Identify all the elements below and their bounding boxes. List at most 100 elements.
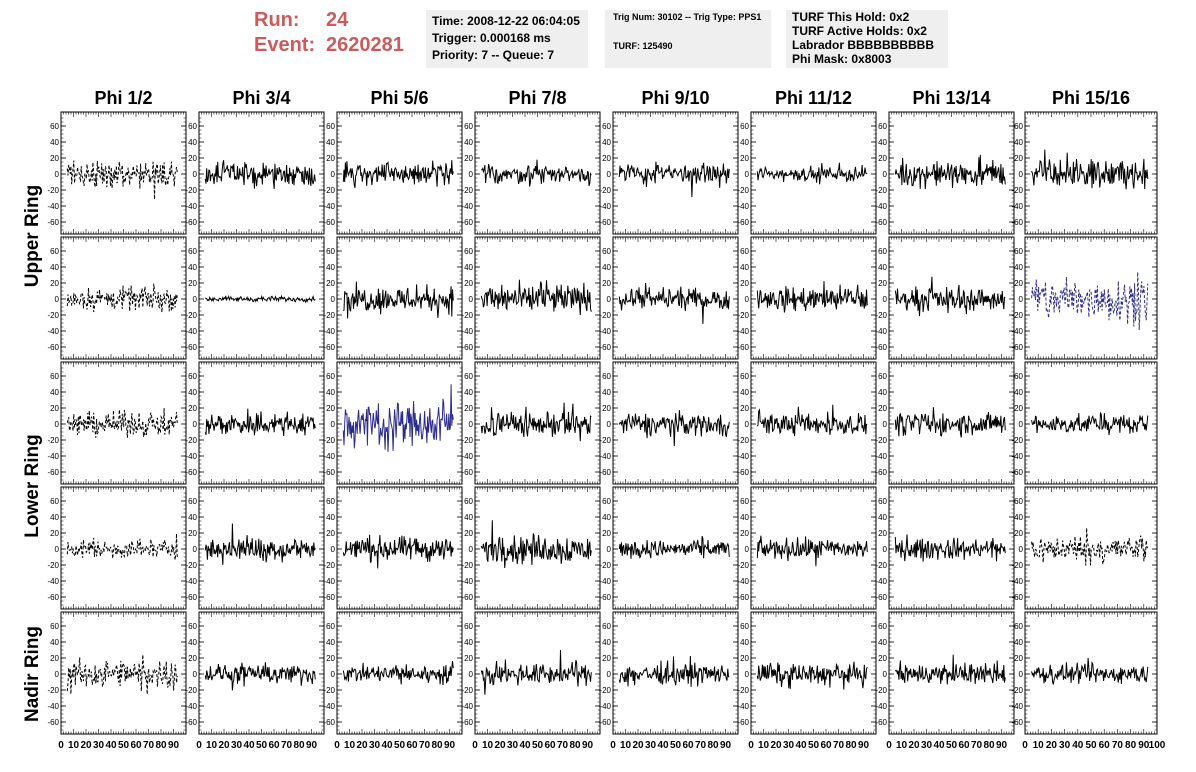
y-tick-label: -40 xyxy=(599,327,611,336)
panel-frame xyxy=(60,486,187,610)
time-text: Time: 2008-12-22 06:04:05 xyxy=(432,14,580,28)
y-tick-label: -60 xyxy=(599,468,611,477)
y-tick-label: 0 xyxy=(331,295,336,304)
y-tick-label: 20 xyxy=(188,529,197,538)
y-tick-label: -40 xyxy=(461,327,473,336)
y-tick-label: -20 xyxy=(323,561,335,570)
waveform-panel: -60 -40 -20 0 20 40 60 xyxy=(185,111,325,235)
y-tick-label: 20 xyxy=(602,154,611,163)
waveform-panel: -60 -40 -20 0 20 40 60 xyxy=(47,361,187,485)
waveform-panel: -60 -40 -20 0 20 40 60 xyxy=(1011,361,1158,485)
column-header: Phi 5/6 xyxy=(370,88,428,108)
y-tick-label: -60 xyxy=(323,468,335,477)
event-label: Event: xyxy=(254,34,316,56)
y-tick-label: 20 xyxy=(326,154,335,163)
y-tick-label: 20 xyxy=(50,404,59,413)
trig-num-text: Trig Num: 30102 -- Trig Type: PPS1 xyxy=(613,12,762,22)
y-tick-label: 60 xyxy=(326,497,335,506)
y-tick-label: -40 xyxy=(185,577,197,586)
y-tick-label: 0 xyxy=(1019,295,1024,304)
waveform-panel: -60 -40 -20 0 20 40 60 xyxy=(323,236,463,360)
y-tick-label: -20 xyxy=(185,436,197,445)
y-tick-label: -40 xyxy=(461,452,473,461)
y-tick-label: -20 xyxy=(47,561,59,570)
waveform-trace xyxy=(66,533,178,561)
waveform-panel: -60 -40 -20 0 20 40 60 xyxy=(461,361,601,485)
y-tick-label: 40 xyxy=(878,138,887,147)
y-tick-label: -60 xyxy=(47,343,59,352)
y-tick-label: -20 xyxy=(323,436,335,445)
y-tick-label: 0 xyxy=(55,420,60,429)
y-tick-label: -20 xyxy=(599,186,611,195)
y-tick-label: -20 xyxy=(461,436,473,445)
panel-frame xyxy=(612,111,739,235)
time-info-box: Time: 2008-12-22 06:04:05 Trigger: 0.000… xyxy=(426,10,588,68)
waveform-panel: -60 -40 -20 0 20 40 60 xyxy=(185,236,325,360)
y-tick-label: 0 xyxy=(469,295,474,304)
waveform-trace xyxy=(342,534,454,569)
y-tick-label: -40 xyxy=(47,452,59,461)
waveform-trace xyxy=(1031,412,1149,436)
y-tick-label: -60 xyxy=(875,218,887,227)
y-tick-label: 60 xyxy=(188,247,197,256)
y-tick-label: -20 xyxy=(47,186,59,195)
y-tick-label: 0 xyxy=(1019,170,1024,179)
row-label: Nadir Ring xyxy=(22,626,43,722)
column-header: Phi 13/14 xyxy=(912,88,990,108)
y-tick-label: 40 xyxy=(326,263,335,272)
y-tick-label: 40 xyxy=(50,513,59,522)
y-tick-label: 60 xyxy=(878,247,887,256)
y-tick-label: -20 xyxy=(1011,436,1023,445)
y-tick-label: 20 xyxy=(50,154,59,163)
y-tick-label: 0 xyxy=(883,295,888,304)
y-tick-label: -20 xyxy=(323,186,335,195)
y-tick-label: 0 xyxy=(745,170,750,179)
waveform-trace xyxy=(756,404,868,437)
waveform-panel: -60 -40 -20 0 20 40 60 xyxy=(875,111,1015,235)
y-tick-label: -40 xyxy=(599,202,611,211)
waveform-trace xyxy=(480,402,592,442)
y-tick-label: -20 xyxy=(461,311,473,320)
y-tick-label: -40 xyxy=(185,202,197,211)
y-tick-label: -40 xyxy=(1011,452,1023,461)
waveform-trace xyxy=(481,159,592,187)
y-tick-label: -40 xyxy=(185,327,197,336)
y-tick-label: 40 xyxy=(326,138,335,147)
y-tick-label: -40 xyxy=(47,202,59,211)
waveform-trace xyxy=(618,282,730,324)
y-tick-label: -60 xyxy=(875,343,887,352)
y-tick-label: 0 xyxy=(883,170,888,179)
y-tick-label: 40 xyxy=(878,388,887,397)
y-tick-label: -40 xyxy=(599,452,611,461)
y-tick-label: 20 xyxy=(326,279,335,288)
y-tick-label: -40 xyxy=(323,577,335,586)
y-tick-label: 60 xyxy=(50,247,59,256)
y-tick-label: -40 xyxy=(47,577,59,586)
y-tick-label: 0 xyxy=(331,420,336,429)
column-header: Phi 15/16 xyxy=(1052,88,1130,108)
y-tick-label: -60 xyxy=(185,468,197,477)
y-tick-label: 40 xyxy=(464,388,473,397)
y-tick-label: -60 xyxy=(1011,218,1023,227)
phi-mask-text: Phi Mask: 0x8003 xyxy=(792,52,892,66)
y-tick-label: -60 xyxy=(875,468,887,477)
y-tick-label: 20 xyxy=(50,279,59,288)
y-tick-label: 0 xyxy=(469,420,474,429)
y-tick-label: 20 xyxy=(464,279,473,288)
run-label: Run: xyxy=(254,9,300,31)
y-tick-label: 40 xyxy=(1014,138,1023,147)
waveform-trace xyxy=(66,408,178,438)
column-header: Phi 11/12 xyxy=(775,88,852,108)
y-tick-label: -60 xyxy=(599,343,611,352)
waveform-panel: -60 -40 -20 0 20 40 60 xyxy=(875,361,1015,485)
waveform-trace xyxy=(618,161,730,198)
waveform-panel: -60 -40 -20 0 20 40 60 xyxy=(599,236,739,360)
waveform-panel: -60 -40 -20 0 20 40 60 xyxy=(47,236,187,360)
y-tick-label: -40 xyxy=(875,327,887,336)
y-tick-label: -20 xyxy=(737,311,749,320)
y-tick-label: -20 xyxy=(737,436,749,445)
y-tick-label: 60 xyxy=(188,122,197,131)
y-tick-label: -20 xyxy=(47,436,59,445)
priority-text: Priority: 7 -- Queue: 7 xyxy=(432,48,555,62)
waveform-panel: -60 -40 -20 0 20 40 60 xyxy=(737,236,877,360)
